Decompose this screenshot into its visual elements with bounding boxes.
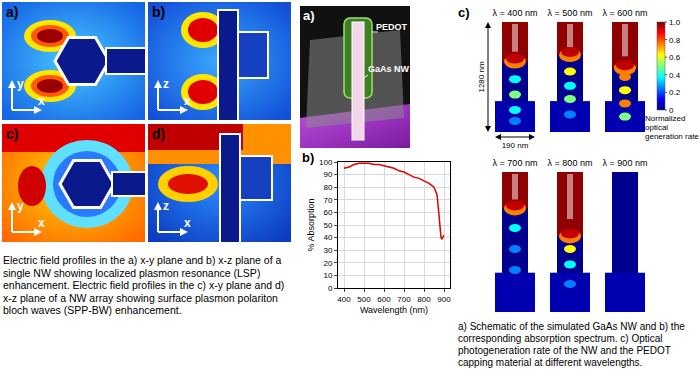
svg-text:Wavelength (nm): Wavelength (nm): [360, 305, 428, 315]
svg-text:500: 500: [357, 295, 371, 304]
svg-text:70: 70: [323, 196, 332, 205]
svg-text:800: 800: [417, 295, 431, 304]
svg-text:90: 90: [323, 170, 332, 179]
svg-text:z: z: [163, 77, 169, 91]
svg-text:λ = 800 nm: λ = 800 nm: [548, 158, 593, 168]
svg-text:80: 80: [323, 183, 332, 192]
svg-text:10: 10: [323, 271, 332, 280]
svg-text:x: x: [38, 94, 45, 108]
svg-text:600: 600: [377, 295, 391, 304]
html-text:a) Schematic of the simulated: a) Schematic of the simulated GaAs NW an…: [458, 321, 685, 368]
svg-text:λ = 700 nm: λ = 700 nm: [493, 158, 538, 168]
svg-text:100: 100: [319, 158, 333, 167]
svg-text:PEDOT: PEDOT: [376, 22, 408, 32]
svg-text:1.0: 1.0: [669, 18, 681, 27]
svg-text:60: 60: [323, 208, 332, 217]
svg-text:y: y: [17, 199, 24, 213]
svg-text:0.4: 0.4: [669, 71, 681, 80]
svg-text:z: z: [163, 199, 169, 213]
svg-text:900: 900: [437, 295, 451, 304]
svg-text:0.2: 0.2: [669, 88, 681, 97]
svg-text:% Absorption: % Absorption: [306, 198, 316, 251]
svg-text:20: 20: [323, 259, 332, 268]
html-text:b): b): [302, 150, 315, 165]
svg-text:x: x: [184, 94, 191, 108]
svg-text:700: 700: [397, 295, 411, 304]
html-text:Electric field profiles in the: Electric field profiles in the a) x-y pl…: [3, 254, 285, 317]
svg-text:x: x: [184, 216, 191, 230]
svg-text:x: x: [38, 216, 45, 230]
svg-text:1280 nm: 1280 nm: [477, 61, 486, 92]
svg-text:c): c): [6, 126, 18, 142]
svg-text:a): a): [303, 8, 315, 23]
svg-text:0: 0: [669, 106, 674, 115]
svg-text:400: 400: [337, 295, 351, 304]
svg-text:λ = 400 nm: λ = 400 nm: [493, 8, 538, 18]
svg-text:190 nm: 190 nm: [502, 141, 529, 150]
svg-text:0.6: 0.6: [669, 53, 681, 62]
svg-text:0.8: 0.8: [669, 36, 681, 45]
svg-text:λ = 600 nm: λ = 600 nm: [603, 8, 648, 18]
svg-text:λ = 900 nm: λ = 900 nm: [603, 158, 648, 168]
svg-text:d): d): [152, 126, 165, 142]
svg-text:b): b): [152, 4, 165, 20]
svg-text:a): a): [6, 4, 18, 20]
svg-text:GaAs NW: GaAs NW: [368, 64, 410, 74]
svg-text:0: 0: [328, 284, 333, 293]
html-text:Normalized optical generation: Normalized optical generation rate: [645, 114, 699, 142]
svg-text:40: 40: [323, 233, 332, 242]
svg-text:y: y: [17, 77, 24, 91]
svg-text:c): c): [458, 5, 470, 20]
svg-text:λ = 500 nm: λ = 500 nm: [548, 8, 593, 18]
svg-text:30: 30: [323, 246, 332, 255]
svg-text:50: 50: [323, 221, 332, 230]
